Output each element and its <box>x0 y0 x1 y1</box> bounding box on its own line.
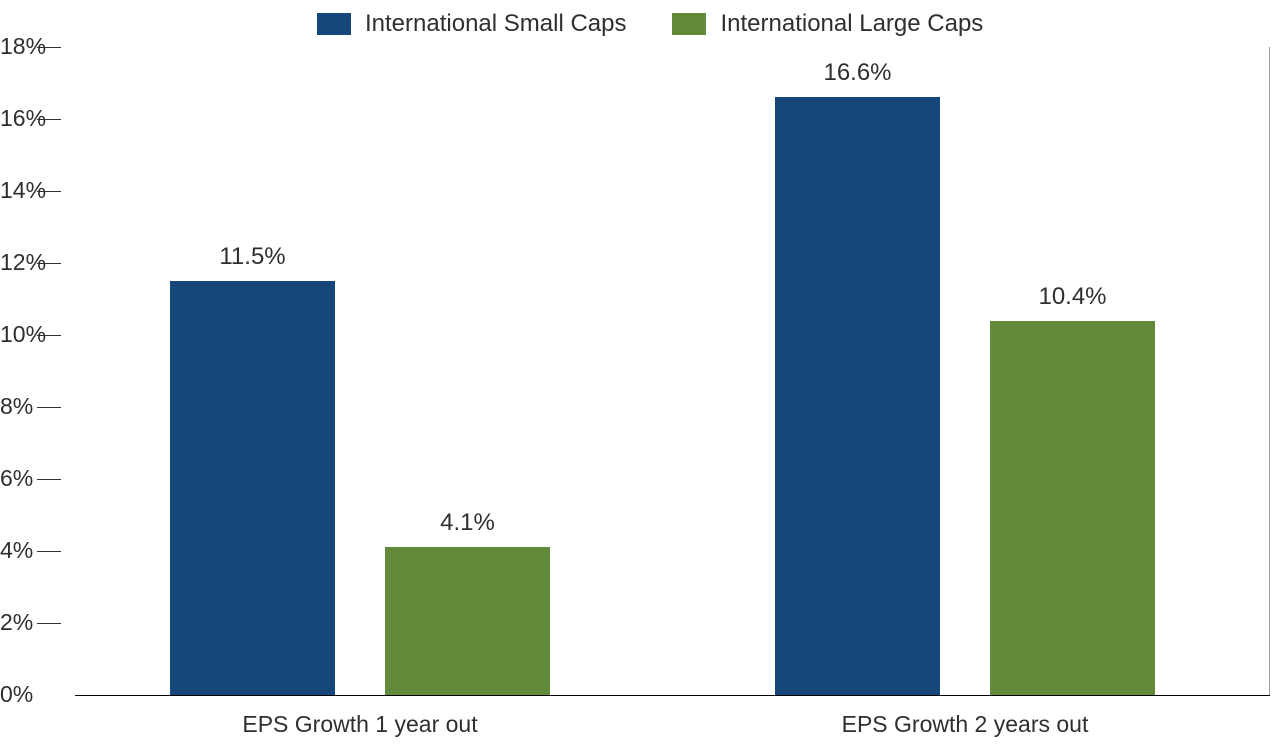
y-tick-label: 6% <box>0 465 29 492</box>
plot-area: 11.5% 4.1% 16.6% 10.4% <box>75 47 1270 695</box>
y-tick-label: 14% <box>0 177 29 204</box>
y-tick-dash <box>37 551 61 552</box>
legend-label: International Small Caps <box>365 10 626 38</box>
chart-legend: International Small Caps International La… <box>317 10 983 38</box>
y-tick-label: 10% <box>0 321 29 348</box>
y-tick-dash <box>37 191 61 192</box>
x-axis-line <box>75 695 1270 696</box>
y-tick-dash <box>37 479 61 480</box>
y-tick-label: 18% <box>0 33 29 60</box>
bar <box>990 321 1155 695</box>
legend-swatch <box>317 13 351 35</box>
bar-value-label: 4.1% <box>408 509 528 537</box>
legend-label: International Large Caps <box>720 10 983 38</box>
y-tick-dash <box>37 335 61 336</box>
y-tick-dash <box>37 119 61 120</box>
y-tick-label: 0% <box>0 681 29 708</box>
eps-growth-bar-chart: International Small Caps International La… <box>0 0 1280 756</box>
y-axis-right-line <box>1269 47 1270 695</box>
y-tick-dash <box>37 263 61 264</box>
bar <box>775 97 940 695</box>
legend-swatch <box>672 13 706 35</box>
y-tick-label: 8% <box>0 393 29 420</box>
x-category-label: EPS Growth 2 years out <box>765 711 1165 738</box>
bar <box>170 281 335 695</box>
y-tick-dash <box>37 47 61 48</box>
bar-value-label: 10.4% <box>1013 283 1133 311</box>
y-tick-label: 2% <box>0 609 29 636</box>
bar-value-label: 16.6% <box>798 59 918 87</box>
bar <box>385 547 550 695</box>
bar-value-label: 11.5% <box>193 243 313 271</box>
y-tick-dash <box>37 407 61 408</box>
y-tick-label: 4% <box>0 537 29 564</box>
x-category-label: EPS Growth 1 year out <box>160 711 560 738</box>
y-tick-label: 16% <box>0 105 29 132</box>
y-tick-label: 12% <box>0 249 29 276</box>
y-tick-dash <box>37 623 61 624</box>
